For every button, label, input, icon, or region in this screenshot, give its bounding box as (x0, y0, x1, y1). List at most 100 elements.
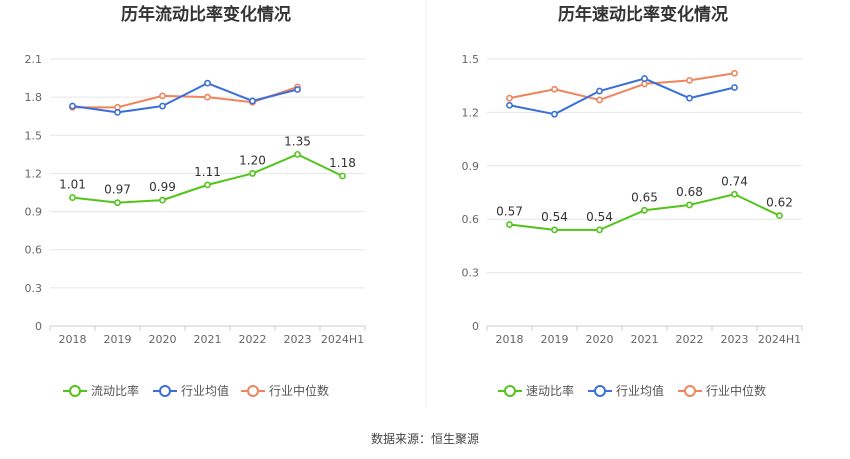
data-label: 0.68 (676, 185, 703, 199)
x-tick-label: 2024H1 (758, 333, 801, 346)
legend-item-main[interactable]: 流动比率 (63, 383, 139, 398)
x-tick-label: 2022 (676, 333, 704, 346)
x-tick-label: 2018 (59, 333, 87, 346)
x-tick-label: 2020 (149, 333, 177, 346)
y-tick-label: 0.9 (462, 160, 480, 173)
data-point-industry_median[interactable] (159, 92, 166, 100)
legend-swatch-marker (247, 385, 259, 397)
legend-item-industry_median[interactable]: 行业中位数 (241, 383, 329, 398)
y-tick-label: 0.6 (25, 244, 43, 257)
x-tick-label: 2018 (496, 333, 524, 346)
data-label: 0.54 (586, 210, 613, 224)
data-point-main[interactable] (114, 199, 121, 207)
series-line-industry_avg (72, 82, 298, 114)
y-tick-label: 2.1 (25, 53, 43, 66)
right-chart-title: 历年速动比率变化情况 (558, 4, 728, 25)
legend-item-industry_avg[interactable]: 行业均值 (588, 383, 664, 398)
data-point-industry_avg[interactable] (114, 109, 121, 116)
x-tick-label: 2020 (586, 333, 614, 346)
data-point-industry_avg[interactable] (69, 102, 76, 110)
data-label: 1.11 (194, 165, 221, 179)
data-point-main[interactable] (596, 226, 603, 234)
data-point-industry_median[interactable] (596, 96, 603, 104)
data-point-main[interactable] (69, 194, 76, 201)
data-label: 0.99 (149, 180, 176, 194)
y-tick-label: 0.6 (462, 213, 480, 226)
y-tick-label: 1.5 (462, 53, 480, 66)
legend-item-industry_avg[interactable]: 行业均值 (153, 383, 229, 398)
data-point-industry_median[interactable] (731, 69, 738, 77)
data-label: 0.65 (631, 190, 658, 204)
data-point-main[interactable] (294, 150, 301, 158)
data-point-industry_median[interactable] (686, 76, 693, 84)
legend-item-industry_median[interactable]: 行业中位数 (678, 383, 766, 398)
right-chart: 0 0.3 0.6 0.9 1.2 1.5 2018 2019 2020 2021 2022 2023… (462, 53, 803, 398)
x-tick-label: 2023 (721, 333, 749, 346)
y-tick-label: 1.2 (462, 106, 480, 119)
legend-item-main[interactable]: 速动比率 (498, 383, 574, 398)
series-line-industry_avg (509, 77, 735, 116)
left-chart-title: 历年流动比率变化情况 (121, 4, 291, 25)
data-point-main[interactable] (204, 181, 211, 189)
x-tick-label: 2019 (104, 333, 132, 346)
data-label: 0.54 (541, 210, 568, 224)
data-point-industry_avg[interactable] (596, 87, 603, 95)
y-tick-label: 0.9 (25, 206, 43, 219)
data-point-industry_avg[interactable] (159, 102, 166, 110)
data-label: 1.01 (59, 178, 86, 192)
data-label: 0.74 (721, 174, 748, 188)
legend-label: 行业中位数 (706, 383, 766, 398)
left-chart: 0 0.3 0.6 0.9 1.2 1.5 1.8 2.1 2018 2019 2020 2021 20… (25, 53, 366, 398)
y-tick-label: 1.8 (25, 91, 43, 104)
legend-label: 速动比率 (526, 383, 574, 398)
legend-swatch-marker (504, 385, 516, 397)
data-point-main[interactable] (551, 226, 558, 234)
data-point-industry_median[interactable] (204, 93, 211, 101)
data-point-industry_median[interactable] (641, 80, 648, 88)
x-tick-label: 2023 (284, 333, 312, 346)
legend-swatch-marker (69, 385, 81, 397)
data-point-industry_avg[interactable] (686, 94, 693, 102)
data-point-industry_median[interactable] (506, 94, 513, 102)
x-tick-label: 2024H1 (321, 333, 364, 346)
data-point-industry_avg[interactable] (551, 110, 558, 118)
data-point-main[interactable] (249, 170, 256, 177)
y-tick-label: 0.3 (462, 267, 480, 280)
x-tick-label: 2021 (631, 333, 659, 346)
data-point-industry_avg[interactable] (506, 101, 513, 109)
y-tick-label: 0.3 (25, 282, 43, 295)
data-point-industry_avg[interactable] (731, 84, 738, 91)
y-tick-label: 1.2 (25, 167, 43, 180)
data-label: 0.62 (766, 196, 793, 210)
legend-label: 流动比率 (91, 383, 139, 398)
legend-swatch-marker (594, 385, 606, 397)
legend-swatch-marker (684, 385, 696, 397)
x-tick-label: 2022 (239, 333, 267, 346)
legend-label: 行业均值 (181, 383, 229, 398)
data-point-main[interactable] (159, 196, 166, 204)
data-point-main[interactable] (506, 221, 513, 228)
data-point-industry_avg[interactable] (641, 75, 648, 82)
data-label: 0.57 (496, 205, 523, 219)
y-tick-label: 0 (472, 320, 479, 333)
legend-swatch-marker (159, 385, 171, 397)
data-point-main[interactable] (641, 206, 648, 214)
data-point-industry_avg[interactable] (249, 97, 256, 105)
y-tick-label: 1.5 (25, 129, 43, 142)
data-point-industry_avg[interactable] (204, 79, 211, 87)
data-point-main[interactable] (686, 201, 693, 209)
source-note: 数据来源：恒生聚源 (371, 431, 479, 446)
data-point-main[interactable] (731, 190, 738, 198)
data-label: 1.35 (284, 134, 311, 148)
x-tick-label: 2021 (194, 333, 222, 346)
data-point-industry_avg[interactable] (294, 86, 301, 93)
x-tick-label: 2019 (541, 333, 569, 346)
y-tick-label: 0 (35, 320, 42, 333)
data-point-main[interactable] (776, 212, 783, 220)
data-point-industry_median[interactable] (551, 85, 558, 93)
series-line-industry_median (509, 72, 735, 101)
data-point-main[interactable] (339, 172, 346, 180)
data-label: 0.97 (104, 183, 131, 197)
legend-label: 行业中位数 (269, 383, 329, 398)
